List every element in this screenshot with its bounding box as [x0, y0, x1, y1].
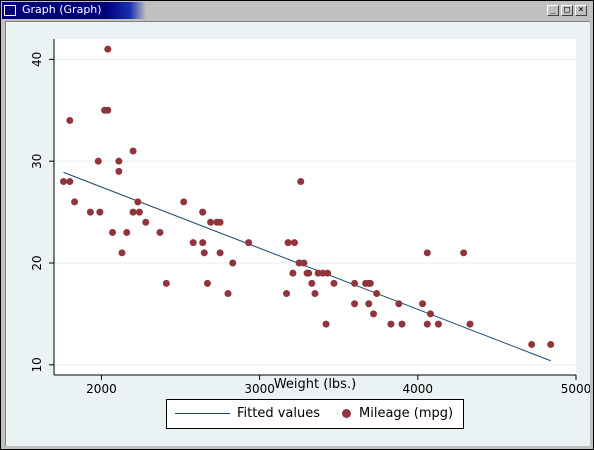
- mileage-point: [330, 279, 338, 287]
- mileage-point: [466, 320, 474, 328]
- mileage-point: [94, 157, 102, 165]
- y-tick-label: 20: [30, 255, 44, 270]
- x-axis-label: Weight (lbs.): [274, 377, 356, 392]
- y-tick-label: 10: [30, 357, 44, 372]
- mileage-point: [71, 198, 79, 206]
- mileage-point: [308, 279, 316, 287]
- mileage-point: [460, 249, 468, 257]
- x-tick-label: 2000: [86, 382, 117, 396]
- mileage-point: [129, 208, 137, 216]
- mileage-point: [135, 208, 143, 216]
- mileage-point: [156, 228, 164, 236]
- mileage-point: [200, 249, 208, 257]
- mileage-point: [547, 340, 555, 348]
- mileage-point: [366, 279, 374, 287]
- mileage-point: [434, 320, 442, 328]
- mileage-point: [199, 239, 207, 247]
- title-bar[interactable]: Graph (Graph) _ □ ×: [2, 2, 592, 19]
- mileage-point: [423, 320, 431, 328]
- mileage-point: [398, 320, 406, 328]
- mileage-point: [395, 300, 403, 308]
- mileage-point: [118, 249, 126, 257]
- mileage-point: [289, 269, 297, 277]
- mileage-point: [419, 300, 427, 308]
- mileage-point: [180, 198, 188, 206]
- x-tick-label: 5000: [561, 382, 590, 396]
- mileage-point: [203, 279, 211, 287]
- fitted-values-line: [63, 171, 551, 362]
- mileage-point: [324, 269, 332, 277]
- mileage-point: [229, 259, 237, 267]
- mileage-point: [66, 178, 74, 186]
- x-tick-label: 4000: [403, 382, 434, 396]
- mileage-point: [86, 208, 94, 216]
- mileage-point: [134, 198, 142, 206]
- mileage-point: [104, 45, 112, 53]
- mileage-point: [199, 208, 207, 216]
- mileage-point: [59, 178, 67, 186]
- mileage-point: [224, 290, 232, 298]
- close-button[interactable]: ×: [575, 5, 587, 16]
- mileage-point: [115, 167, 123, 175]
- plot-area: [54, 39, 576, 375]
- x-tick-label: 3000: [244, 382, 275, 396]
- mileage-point: [189, 239, 197, 247]
- scatter-chart: 10 20 30 40 2000 3000 4000 5000 Weight (lbs.): [30, 39, 590, 396]
- mileage-point: [365, 300, 373, 308]
- mileage-point: [283, 290, 291, 298]
- mileage-point: [207, 218, 215, 226]
- legend-mileage-marker-icon: [342, 409, 351, 418]
- mileage-point: [66, 116, 74, 124]
- mileage-point: [387, 320, 395, 328]
- mileage-point: [290, 239, 298, 247]
- mileage-point: [322, 320, 330, 328]
- mileage-point: [216, 218, 224, 226]
- graph-area: 10 20 30 40 2000 3000 4000 5000 Weight (lbs.) F…: [5, 21, 590, 446]
- mileage-point: [311, 290, 319, 298]
- mileage-point: [373, 290, 381, 298]
- mileage-point: [123, 228, 131, 236]
- mileage-point: [300, 259, 308, 267]
- mileage-point: [351, 300, 359, 308]
- mileage-point: [423, 249, 431, 257]
- window-title: Graph (Graph): [22, 3, 102, 16]
- mileage-point: [96, 208, 104, 216]
- y-tick-label: 40: [30, 52, 44, 67]
- mileage-point: [109, 228, 117, 236]
- mileage-point: [370, 310, 378, 318]
- mileage-point: [351, 279, 359, 287]
- minimize-button[interactable]: _: [547, 5, 559, 16]
- y-tick-label: 30: [30, 154, 44, 169]
- legend: Fitted values Mileage (mpg): [166, 399, 464, 429]
- mileage-point: [297, 178, 305, 186]
- mileage-point: [129, 147, 137, 155]
- legend-fitted-label: Fitted values: [237, 406, 321, 421]
- mileage-point: [426, 310, 434, 318]
- window-menu-icon[interactable]: [4, 5, 16, 16]
- maximize-button[interactable]: □: [561, 5, 573, 16]
- legend-mileage-label: Mileage (mpg): [359, 406, 454, 421]
- mileage-point: [245, 239, 253, 247]
- mileage-point: [305, 269, 313, 277]
- mileage-point: [528, 340, 536, 348]
- mileage-point: [284, 239, 292, 247]
- mileage-point: [142, 218, 150, 226]
- mileage-point: [162, 279, 170, 287]
- mileage-point: [216, 249, 224, 257]
- mileage-point: [115, 157, 123, 165]
- legend-fitted-line-icon: [175, 413, 230, 414]
- mileage-point: [104, 106, 112, 114]
